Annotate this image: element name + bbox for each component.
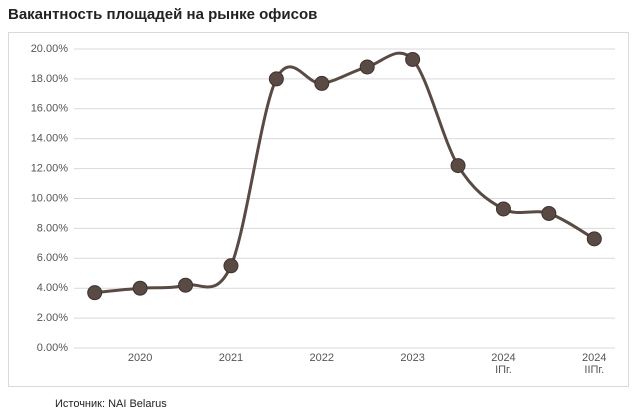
marker bbox=[586, 231, 602, 247]
marker bbox=[87, 285, 103, 301]
x-tick-label: 2021 bbox=[218, 352, 244, 364]
y-tick-label: 16.00% bbox=[31, 103, 69, 115]
chart-frame bbox=[8, 32, 629, 387]
marker bbox=[223, 258, 239, 274]
marker bbox=[541, 205, 557, 221]
x-tick-label: 2020 bbox=[127, 352, 153, 364]
marker bbox=[314, 75, 330, 91]
y-tick-label: 6.00% bbox=[37, 252, 68, 264]
y-tick-label: 4.00% bbox=[37, 282, 68, 294]
marker bbox=[450, 158, 466, 174]
marker bbox=[268, 71, 284, 87]
source: Источник: NAI Belarus bbox=[55, 398, 167, 410]
y-tick-label: 10.00% bbox=[31, 192, 69, 204]
line bbox=[94, 51, 596, 295]
marker bbox=[359, 59, 375, 75]
x-tick-label: 2023 bbox=[400, 352, 425, 364]
x-tick-label: 2022 bbox=[309, 352, 335, 364]
marker bbox=[495, 201, 511, 217]
y-tick-label: 20.00% bbox=[31, 43, 69, 55]
marker bbox=[178, 277, 194, 293]
x-tick-label: 2024 IIПг. bbox=[582, 352, 607, 376]
y-tick-label: 0.00% bbox=[37, 342, 68, 354]
marker bbox=[132, 280, 148, 296]
x-tick-label: 2024 IПг. bbox=[491, 352, 516, 376]
marker bbox=[405, 51, 421, 67]
title: Вакантность площадей на рынке офисов bbox=[8, 6, 318, 23]
y-tick-label: 2.00% bbox=[37, 312, 68, 324]
y-tick-label: 14.00% bbox=[31, 133, 69, 145]
y-tick-label: 18.00% bbox=[31, 73, 69, 85]
y-tick-label: 8.00% bbox=[37, 222, 68, 234]
y-tick-label: 12.00% bbox=[31, 163, 69, 175]
